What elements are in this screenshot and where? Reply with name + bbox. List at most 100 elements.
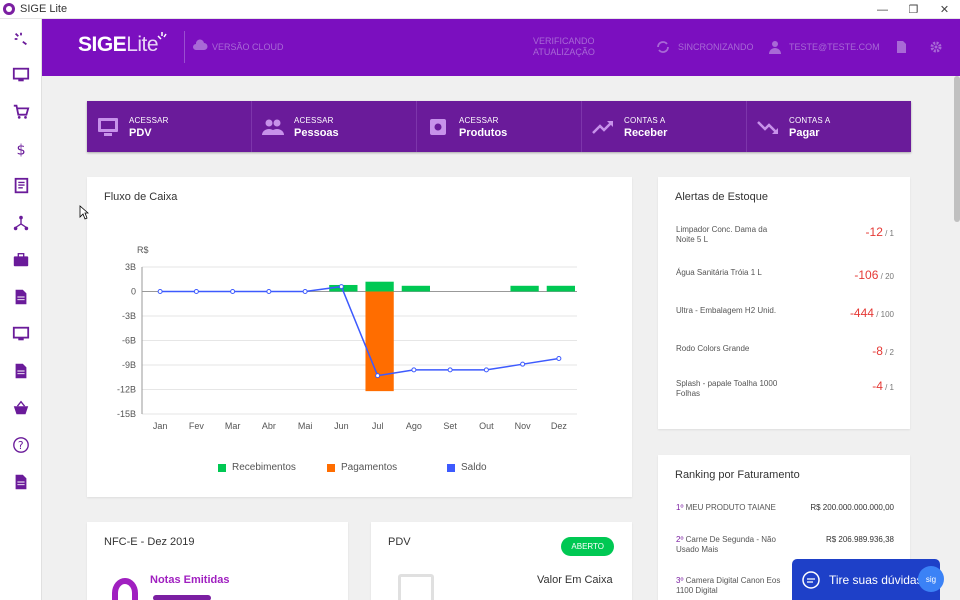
stock-alert-value: -8 / 2 xyxy=(872,344,894,358)
stock-alert-qty: -444 xyxy=(849,306,874,320)
stock-alert-row[interactable]: Limpador Conc. Dama da Noite 5 L -12 / 1 xyxy=(676,225,894,255)
point-saldo xyxy=(447,367,453,373)
stock-alert-row[interactable]: Splash - papale Toalha 1000 Folhas -4 / … xyxy=(676,379,894,409)
quick-access-receber[interactable]: CONTAS A Receber xyxy=(582,101,747,152)
ranking-value: R$ 206.989.936,38 xyxy=(825,535,894,544)
cash-flow-title: Fluxo de Caixa xyxy=(104,191,178,203)
help-avatar-bubble[interactable]: sig xyxy=(918,566,944,592)
y-tick-label: 0 xyxy=(131,287,136,297)
file-icon[interactable] xyxy=(11,472,31,492)
help-chat-widget[interactable]: Tire suas dúvidas xyxy=(792,559,940,600)
legend-recebimentos[interactable]: Recebimentos xyxy=(218,462,296,473)
pdv-status-badge: ABERTO xyxy=(561,537,614,556)
x-tick-label: Jul xyxy=(372,421,384,431)
x-tick-label: Jun xyxy=(334,421,349,431)
stock-alert-min: 20 xyxy=(885,272,894,281)
gear-icon[interactable] xyxy=(929,40,943,54)
stock-alert-row[interactable]: Água Sanitária Tróia 1 L -106 / 20 xyxy=(676,268,894,298)
user-email-label[interactable]: TESTE@TESTE.COM xyxy=(789,42,880,52)
network-icon[interactable] xyxy=(11,213,31,233)
desktop-icon[interactable] xyxy=(11,324,31,344)
x-tick-label: Abr xyxy=(262,421,276,431)
stock-alert-name: Ultra - Embalagem H2 Unid. xyxy=(676,306,777,315)
quick-access-pdv[interactable]: ACESSAR PDV xyxy=(87,101,252,152)
stock-alert-min: 2 xyxy=(889,348,894,357)
y-tick-label: -9B xyxy=(122,360,136,370)
bar-recebimentos xyxy=(546,285,575,292)
scrollbar-track[interactable] xyxy=(952,76,960,600)
quick-access-pessoas[interactable]: ACESSAR Pessoas xyxy=(252,101,417,152)
quick-access-pdv-bottom: PDV xyxy=(129,126,152,139)
legend-pagamentos-label: Pagamentos xyxy=(341,462,398,473)
point-saldo xyxy=(157,289,163,294)
pdv-title: PDV xyxy=(388,536,411,548)
legend-recebimentos-label: Recebimentos xyxy=(232,462,296,473)
nfce-issued-bar xyxy=(153,595,211,600)
book-icon[interactable] xyxy=(11,176,31,196)
report-icon[interactable] xyxy=(11,361,31,381)
close-button[interactable]: ✕ xyxy=(939,4,950,16)
scrollbar-thumb[interactable] xyxy=(954,76,960,222)
mouse-cursor-icon xyxy=(79,205,89,220)
x-tick-label: Fev xyxy=(189,421,205,431)
quick-access-pagar[interactable]: CONTAS A Pagar xyxy=(747,101,911,152)
stock-alert-row[interactable]: Rodo Colors Grande -8 / 2 xyxy=(676,344,894,374)
x-tick-label: Jan xyxy=(153,421,168,431)
quick-access-produtos-top: ACESSAR xyxy=(459,115,499,125)
ranking-product: Carne De Segunda - Não Usado Mais xyxy=(676,535,776,554)
ranking-title: Ranking por Faturamento xyxy=(675,469,800,481)
point-saldo xyxy=(375,373,381,379)
stock-alert-qty: -4 xyxy=(872,379,883,393)
x-tick-label: Ago xyxy=(406,421,422,431)
ranking-product: MEU PRODUTO TAIANE xyxy=(685,503,776,512)
point-saldo xyxy=(302,289,308,294)
user-icon[interactable] xyxy=(768,40,782,54)
minimize-button[interactable]: — xyxy=(877,3,888,16)
brand-logo[interactable]: SIGELite xyxy=(78,33,159,57)
stock-alert-row[interactable]: Ultra - Embalagem H2 Unid. -444 / 100 xyxy=(676,306,894,336)
window-title: SIGE Lite xyxy=(20,3,68,15)
stock-alert-min: 1 xyxy=(889,229,894,238)
stock-alert-name: Rodo Colors Grande xyxy=(676,344,750,353)
y-axis-label: R$ xyxy=(137,245,149,255)
legend-saldo[interactable]: Saldo xyxy=(447,462,487,473)
basket-icon[interactable] xyxy=(11,398,31,418)
people-icon xyxy=(262,116,284,138)
document-icon[interactable] xyxy=(11,287,31,307)
stock-alerts-card: Alertas de Estoque Limpador Conc. Dama d… xyxy=(658,177,910,429)
notes-icon[interactable] xyxy=(894,40,908,54)
help-icon[interactable]: ? xyxy=(11,435,31,455)
ranking-name: 2º Carne De Segunda - Não Usado Mais xyxy=(676,535,786,555)
header-divider xyxy=(184,31,185,63)
x-tick-label: Mai xyxy=(298,421,313,431)
stock-alert-qty: -8 xyxy=(872,344,883,358)
stock-alert-min: 1 xyxy=(889,383,894,392)
line-saldo xyxy=(160,285,559,377)
cart-icon[interactable] xyxy=(11,102,31,122)
quick-access-pessoas-bottom: Pessoas xyxy=(294,126,339,139)
window-titlebar: SIGE Lite — ❐ ✕ xyxy=(0,0,960,19)
ranking-name: 3º Camera Digital Canon Eos 1100 Digital xyxy=(676,576,786,596)
sync-icon[interactable] xyxy=(656,40,670,54)
brand-sub: Lite xyxy=(126,33,159,56)
cash-flow-chart: R$3B 0 -3B -6B -9B -12B -15B Jan Fev Mar Abr Mai Jun… xyxy=(117,245,577,431)
legend-saldo-swatch xyxy=(447,463,455,472)
legend-pagamentos[interactable]: Pagamentos xyxy=(327,462,397,473)
cloud-version-label: VERSÃO CLOUD xyxy=(212,42,284,52)
quick-access-produtos[interactable]: ACESSAR Produtos xyxy=(417,101,582,152)
left-sidebar: $ ? xyxy=(0,19,42,600)
bar-recebimentos xyxy=(329,284,358,292)
point-saldo xyxy=(520,361,526,367)
trend-up-icon xyxy=(592,116,614,138)
stock-alert-value: -12 / 1 xyxy=(865,225,894,239)
bar-recebimentos xyxy=(510,285,539,292)
pdv-register-icon xyxy=(398,574,434,600)
dashboard-icon[interactable] xyxy=(11,29,31,49)
x-tick-label: Set xyxy=(443,421,457,431)
restore-button[interactable]: ❐ xyxy=(908,4,919,16)
dollar-icon[interactable]: $ xyxy=(11,139,31,159)
legend-pagamentos-swatch xyxy=(327,463,335,472)
stock-alert-qty: -106 xyxy=(854,268,879,282)
briefcase-icon[interactable] xyxy=(11,250,31,270)
pdv-monitor-icon[interactable] xyxy=(11,65,31,85)
